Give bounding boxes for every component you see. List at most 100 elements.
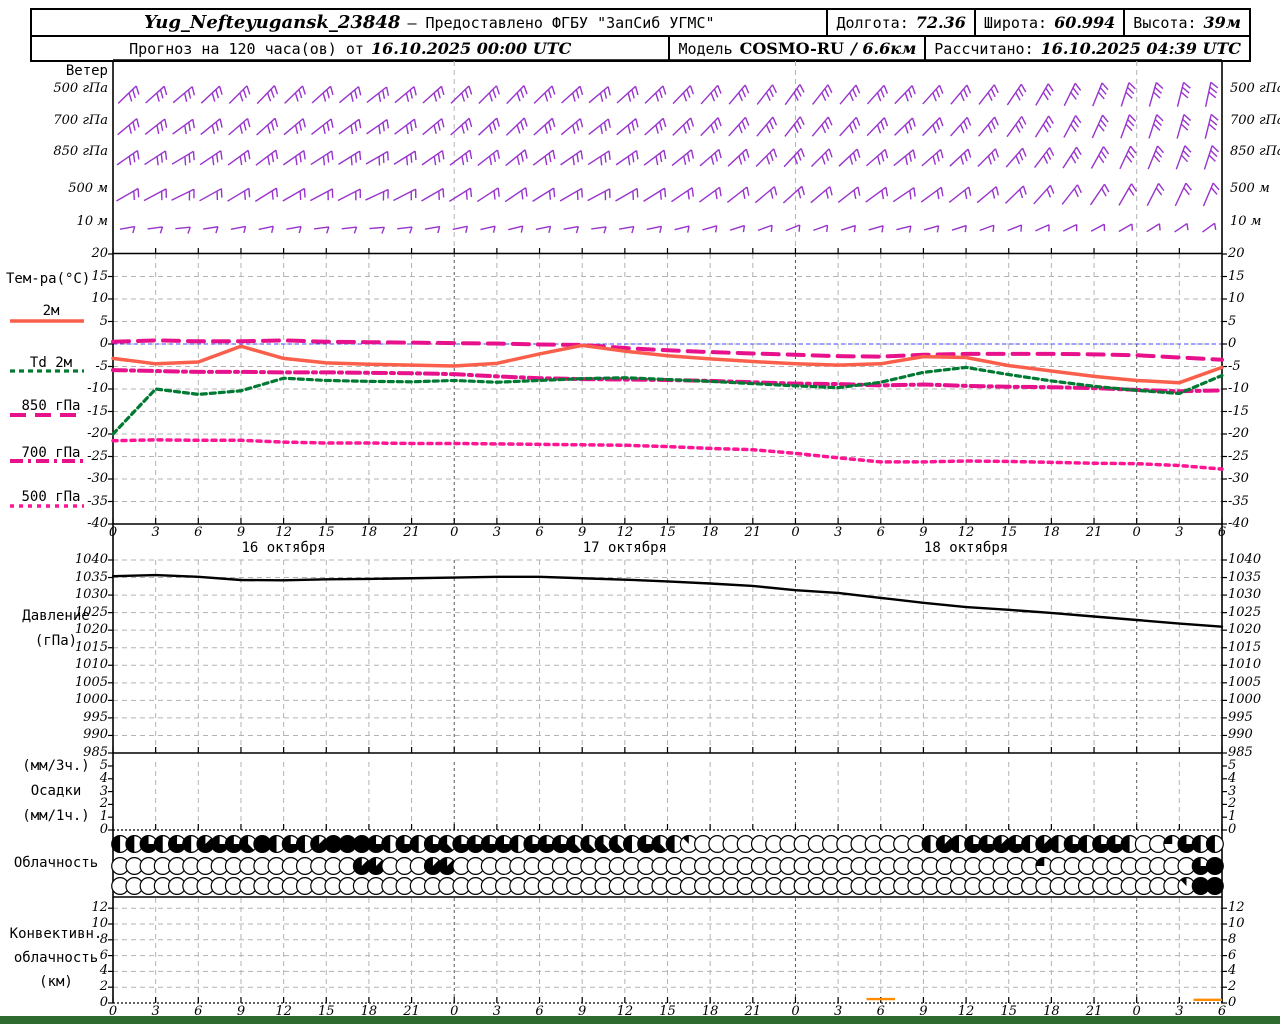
wind-barb [1118,183,1137,206]
wind-barb-line [133,190,136,200]
wind-barb-line [1153,123,1161,131]
wind-barb-line [904,92,909,102]
wind-barb-line [365,188,389,201]
wind-barb [811,148,833,167]
wind-barb-line [671,149,692,167]
hour-label-bottom: 0 [791,1004,800,1019]
cloud-fill [580,835,596,853]
wind-barb [618,225,635,234]
wind-barb-line [1045,87,1052,96]
wind-barb [728,84,750,105]
hour-label-bottom: 6 [876,1004,885,1019]
wind-barb-line [994,116,999,126]
wind-barb-line [505,149,526,167]
wind-barb-line [355,191,357,201]
wind-barb-line [1209,118,1218,126]
wind-barb-line [1074,82,1082,91]
wind-barb-line [801,186,805,196]
wind-barb [365,188,389,201]
wind-barb-line [631,226,635,234]
wind-barb-line [465,226,469,234]
wind-barb-line [520,152,524,162]
wind-barb-line [548,153,552,163]
wind-barb-line [243,153,247,163]
wind-barb-line [769,120,774,130]
wind-barb-line [437,226,441,234]
temp-tick-right: 5 [1228,313,1237,329]
hour-label-mid: 9 [578,525,587,540]
wind-barb-line [156,156,159,166]
wind-barb [366,118,390,135]
wind-barb [700,84,722,105]
wind-barb [865,148,889,167]
cloud-fill [979,835,996,853]
wind-barb-line [357,86,362,96]
wind-barb [839,84,861,105]
temp-tick-right: -10 [1228,381,1249,396]
calc-label: Рассчитано: [934,39,1034,58]
wind-barb-line [784,84,801,106]
wind-barb [480,225,496,233]
wind-barb-line [1183,113,1192,122]
wind-barb-line [1075,224,1078,232]
hour-label-bottom: 15 [1000,1004,1017,1019]
wind-barb-line [634,86,639,96]
wind-barb-line [990,120,996,130]
wind-barb-line [119,225,135,230]
wind-barb [950,84,972,105]
wind-barb-line [433,92,438,102]
cloud-fill [1180,877,1187,886]
wind-barb-line [963,88,968,98]
wind-barb-line [1127,150,1135,159]
cloud-fill [438,835,454,853]
wind-barb-line [1181,86,1190,94]
wind-barb-line [275,188,279,198]
wind-barb-line [171,150,194,165]
wind-barb-line [274,118,279,128]
wind-barb-line [313,226,329,230]
wind-barb-line [963,152,968,162]
wind-barb-line [560,149,582,166]
wind-barb [949,148,972,167]
hour-label-bottom: 18 [360,1004,378,1019]
wind-barb-line [187,226,191,234]
wind-barb [839,116,861,137]
wind-barb-line [405,92,410,102]
hour-label-bottom: 0 [108,1004,118,1019]
wind-barb-line [922,117,941,137]
date-label: 17 октября [582,540,667,556]
wind-barb-line [742,225,746,233]
wind-barb-line [936,152,940,162]
hour-label-bottom: 3 [151,1004,160,1019]
wind-barb-line [616,85,637,104]
wind-barb [282,187,306,202]
wind-barb-line [1035,83,1049,106]
cloud-fill [1050,835,1059,853]
wind-barb-line [773,148,778,158]
wind-barb-line [824,120,830,130]
wind-level-label-right: 850 гПа [1230,144,1280,159]
wind-barb-line [923,225,939,231]
wind-barb-line [132,153,136,163]
wind-barb-line [310,150,333,166]
wind-barb-line [935,88,941,98]
wind-barb-line [1048,147,1055,156]
wind-barb [922,117,944,137]
wind-barb [421,149,445,166]
cloud-fill [310,835,328,853]
wind-barb [478,117,500,136]
wind-barb-line [1210,187,1218,195]
convective-tick-left: 6 [99,947,108,963]
longitude-label: Долгота: [836,13,909,32]
hour-label-mid: 12 [957,525,975,540]
wind-barb-line [1092,82,1103,107]
wind-barb-line [378,125,381,135]
wind-barb-line [422,118,443,136]
wind-barb-line [117,85,137,104]
wind-barb-line [1100,150,1107,159]
cloud-fill [1163,835,1173,844]
wind-barb-line [405,156,409,166]
wind-barb-line [658,89,663,99]
convective-tick-right: 12 [1228,900,1245,916]
